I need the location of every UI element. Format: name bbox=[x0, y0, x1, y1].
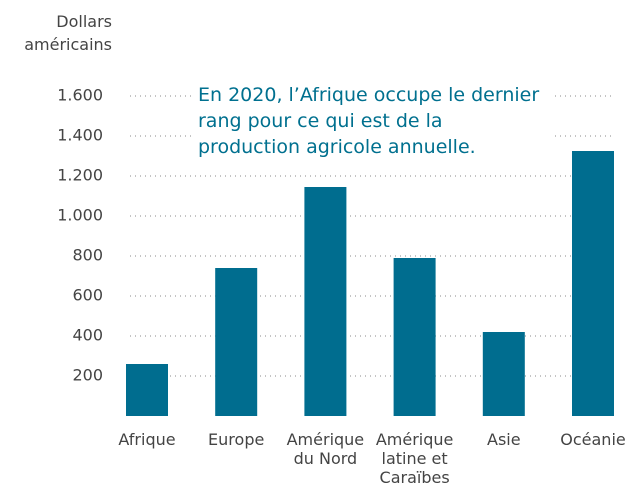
y-tick-label: 200 bbox=[72, 366, 103, 385]
y-tick-label: 1.000 bbox=[57, 206, 103, 225]
x-tick-label: Océanie bbox=[560, 430, 626, 449]
bar bbox=[572, 151, 614, 416]
bar bbox=[215, 268, 258, 416]
y-tick-label: 400 bbox=[72, 326, 103, 345]
x-tick-label: Amérique du Nord bbox=[286, 430, 365, 468]
x-tick-label: Asie bbox=[487, 430, 521, 449]
y-tick-label: 1.400 bbox=[57, 126, 103, 145]
bar bbox=[482, 332, 525, 416]
x-tick-label: Amérique latine et Caraïbes bbox=[375, 430, 454, 487]
x-tick-label: Afrique bbox=[118, 430, 176, 449]
y-tick-label: 800 bbox=[72, 246, 103, 265]
y-tick-label: 1.200 bbox=[57, 166, 103, 185]
bar bbox=[126, 364, 168, 416]
y-tick-label: 1.600 bbox=[57, 86, 103, 105]
bar bbox=[304, 187, 347, 416]
bar bbox=[393, 258, 436, 416]
y-tick-label: 600 bbox=[72, 286, 103, 305]
y-axis-title: Dollars américains bbox=[24, 12, 112, 54]
x-tick-label: Europe bbox=[208, 430, 265, 449]
annotation: En 2020, l’Afrique occupe le dernier ran… bbox=[192, 82, 554, 160]
